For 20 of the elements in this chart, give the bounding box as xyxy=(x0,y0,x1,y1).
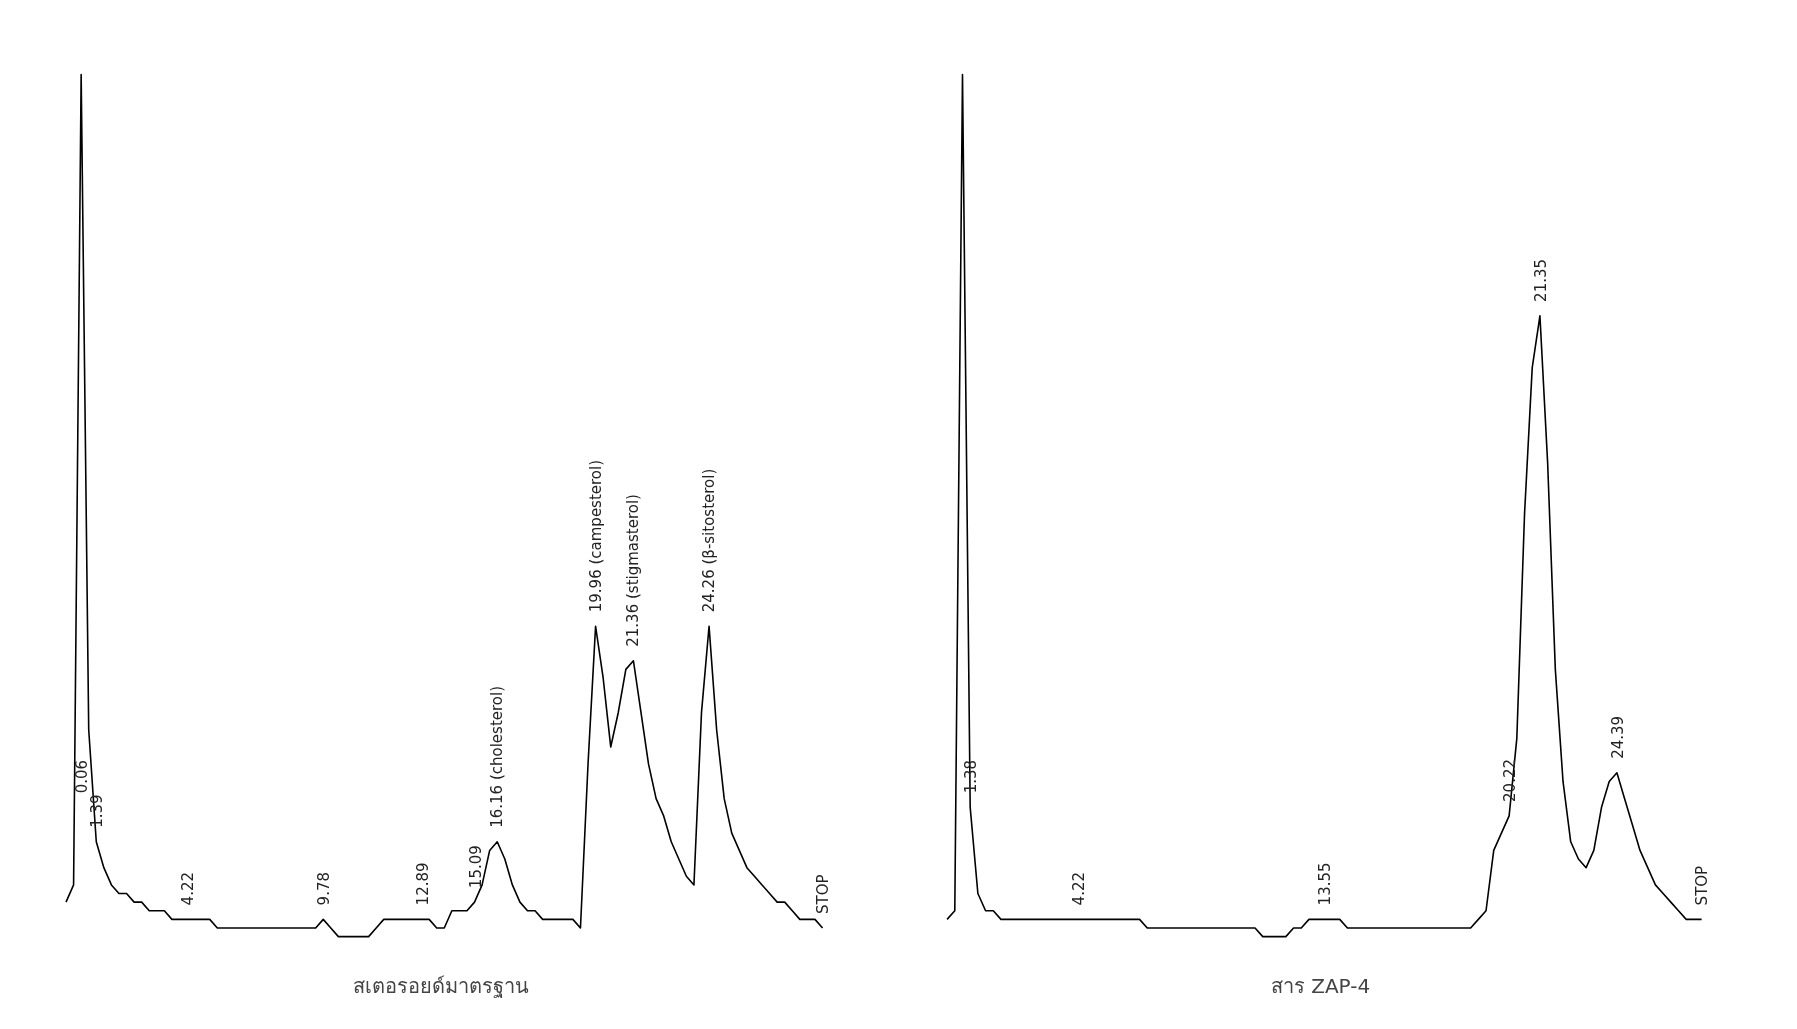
annotation: 15.09 xyxy=(466,845,485,889)
annotation: 4.22 xyxy=(1069,871,1088,906)
x-axis-title: สเตอรอยด์มาตรฐาน xyxy=(352,973,529,998)
x-axis-title: สาร ZAP-4 xyxy=(1270,973,1371,998)
annotation: 12.89 xyxy=(413,862,432,906)
annotation: 0.06 xyxy=(73,759,92,794)
annotation: 20.22 xyxy=(1501,758,1520,802)
annotation: 24.26 (β-sitosterol) xyxy=(700,468,719,613)
annotation: 13.55 xyxy=(1316,862,1335,906)
annotation: 1.39 xyxy=(88,794,107,828)
annotation: 21.35 xyxy=(1531,258,1550,302)
annotation: 9.78 xyxy=(315,871,334,906)
annotation: 21.36 (stigmasterol) xyxy=(624,494,643,647)
annotation: 24.39 xyxy=(1608,715,1627,759)
annotation: 4.22 xyxy=(179,871,198,906)
annotation: 1.38 xyxy=(962,759,981,794)
annotation: 16.16 (cholesterol) xyxy=(488,685,507,828)
annotation: 19.96 (campesterol) xyxy=(586,459,605,613)
annotation: STOP xyxy=(813,874,832,915)
annotation: STOP xyxy=(1692,865,1711,906)
